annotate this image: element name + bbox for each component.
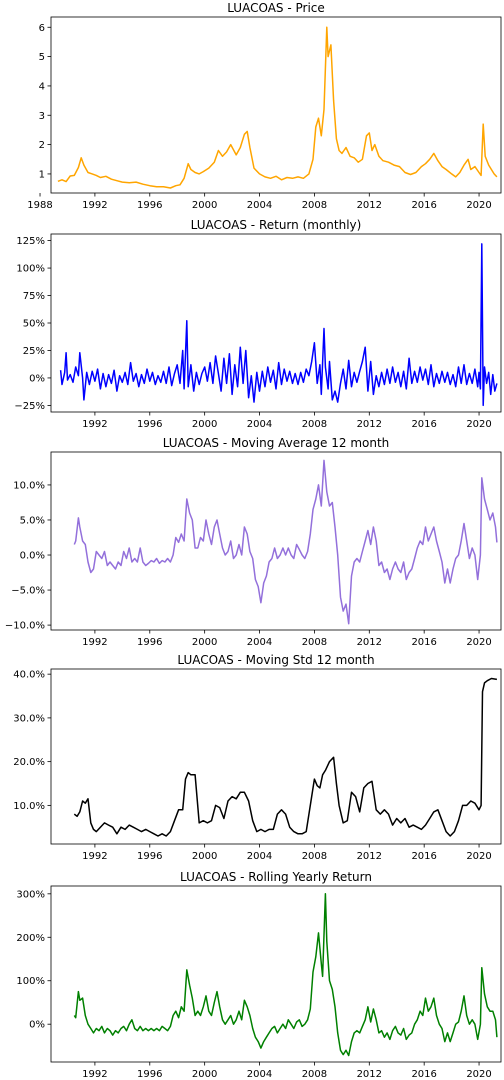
- x-tick-label: 1992: [82, 851, 107, 862]
- y-tick-label: 125%: [16, 236, 45, 247]
- series-line: [73, 677, 498, 837]
- series-line: [57, 26, 498, 189]
- x-tick-label: 1996: [137, 851, 162, 862]
- x-tick-label: 2012: [357, 851, 382, 862]
- x-tick-label: 1996: [137, 419, 162, 430]
- x-tick-label: 2004: [247, 200, 272, 211]
- x-tick-label: 2000: [192, 1069, 217, 1080]
- y-tick-label: 10.0%: [13, 801, 45, 812]
- y-tick-label: 4: [39, 81, 45, 92]
- x-tick-label: 2016: [411, 200, 436, 211]
- y-tick-label: 30.0%: [13, 713, 45, 724]
- price-panel: LUACOAS - Price 1988 1992 1996 2000 2004 2008 2…: [27, 1, 502, 211]
- series-line: [73, 893, 498, 1057]
- y-tick-label: 5: [39, 52, 45, 63]
- x-tick-label: 2020: [466, 200, 491, 211]
- monthly-return-panel: LUACOAS - Return (monthly) 1992 1996 2000 20…: [14, 218, 502, 430]
- plot-frame: [50, 885, 502, 1063]
- y-tick-label: 100%: [16, 976, 45, 987]
- y-tick-label: 1: [39, 169, 45, 180]
- x-tick-label: 2008: [302, 419, 327, 430]
- y-tick-label: 20.0%: [13, 757, 45, 768]
- y-tick-label: −25%: [14, 401, 45, 412]
- plot-frame: [50, 451, 502, 631]
- x-tick-label: 2016: [411, 851, 436, 862]
- y-tick-label: 200%: [16, 933, 45, 944]
- chart-title: LUACOAS - Price: [227, 1, 325, 15]
- moving-std-panel: LUACOAS - Moving Std 12 month 1992 1996 200…: [13, 653, 502, 862]
- x-tick-label: 1992: [82, 1069, 107, 1080]
- series-line: [73, 459, 498, 625]
- chart-title: LUACOAS - Rolling Yearly Return: [180, 870, 372, 884]
- rolling-yearly-return-panel: LUACOAS - Rolling Yearly Return 1992 1996 2…: [16, 870, 502, 1080]
- x-tick-label: 1988: [27, 200, 52, 211]
- x-tick-label: 2004: [247, 1069, 272, 1080]
- x-tick-label: 2020: [466, 851, 491, 862]
- x-tick-label: 1996: [137, 200, 162, 211]
- x-tick-label: 2016: [411, 1069, 436, 1080]
- y-tick-label: 0%: [29, 1020, 45, 1031]
- y-tick-label: 50%: [23, 319, 45, 330]
- y-tick-label: 0%: [29, 373, 45, 384]
- y-tick-label: 100%: [16, 264, 45, 275]
- x-tick-label: 2000: [192, 200, 217, 211]
- y-tick-label: 40.0%: [13, 670, 45, 681]
- x-tick-label: 2000: [192, 637, 217, 648]
- series-line: [59, 243, 498, 407]
- x-tick-label: 2012: [357, 637, 382, 648]
- y-tick-label: 10.0%: [13, 480, 45, 491]
- x-tick-label: 1992: [82, 637, 107, 648]
- plot-frame: [50, 16, 502, 194]
- x-tick-label: 2016: [411, 637, 436, 648]
- y-tick-label: −5.0%: [11, 586, 45, 597]
- x-tick-label: 2012: [357, 1069, 382, 1080]
- x-tick-label: 1992: [82, 419, 107, 430]
- y-tick-label: −10.0%: [5, 621, 45, 632]
- y-tick-label: 2: [39, 140, 45, 151]
- x-tick-label: 2004: [247, 851, 272, 862]
- moving-average-panel: LUACOAS - Moving Average 12 month 1992 199…: [5, 436, 502, 648]
- x-tick-label: 2008: [302, 851, 327, 862]
- x-tick-label: 2008: [302, 637, 327, 648]
- y-tick-label: 6: [39, 23, 45, 34]
- x-tick-label: 2000: [192, 851, 217, 862]
- x-tick-label: 2020: [466, 637, 491, 648]
- y-tick-label: 25%: [23, 346, 45, 357]
- x-tick-label: 2004: [247, 637, 272, 648]
- x-tick-label: 2008: [302, 1069, 327, 1080]
- x-tick-label: 2012: [357, 200, 382, 211]
- x-tick-label: 2020: [466, 1069, 491, 1080]
- y-tick-label: 5.0%: [20, 515, 45, 526]
- x-tick-label: 2012: [357, 419, 382, 430]
- x-tick-label: 2020: [466, 419, 491, 430]
- x-tick-label: 1992: [82, 200, 107, 211]
- chart-title: LUACOAS - Return (monthly): [191, 218, 362, 232]
- y-tick-label: 0.0%: [20, 551, 45, 562]
- chart-title: LUACOAS - Moving Average 12 month: [163, 436, 390, 450]
- x-tick-label: 2016: [411, 419, 436, 430]
- y-tick-label: 300%: [16, 889, 45, 900]
- y-tick-label: 75%: [23, 291, 45, 302]
- x-tick-label: 1996: [137, 637, 162, 648]
- x-tick-label: 2000: [192, 419, 217, 430]
- y-tick-label: 3: [39, 111, 45, 122]
- x-tick-label: 2008: [302, 200, 327, 211]
- x-tick-label: 2004: [247, 419, 272, 430]
- chart-title: LUACOAS - Moving Std 12 month: [177, 653, 374, 667]
- x-tick-label: 1996: [137, 1069, 162, 1080]
- plot-frame: [50, 668, 502, 845]
